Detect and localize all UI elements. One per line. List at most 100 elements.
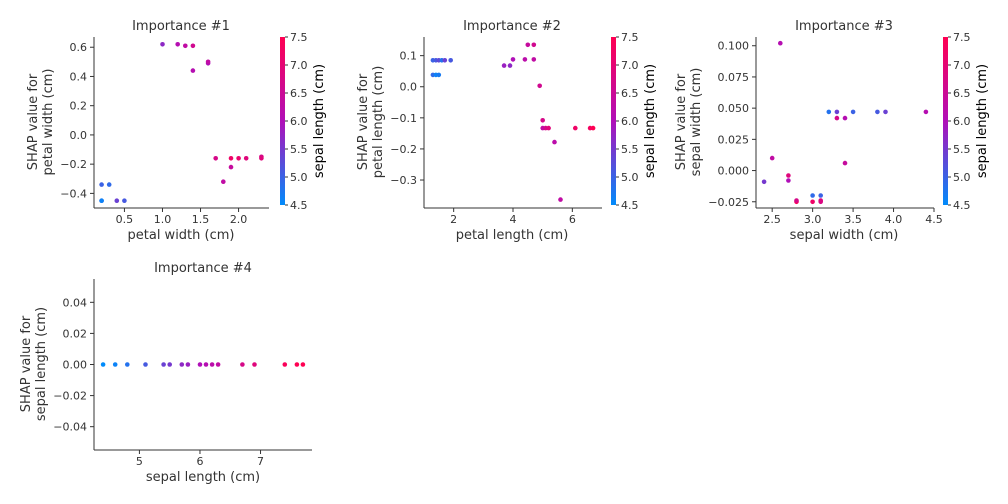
x-tick-label: 4.5 — [925, 213, 943, 226]
colorbar-tick-label: 5.5 — [953, 143, 971, 156]
x-tick-label: 2 — [450, 213, 457, 226]
data-point — [125, 362, 130, 367]
data-point — [301, 362, 306, 367]
y-axis-label-line-1: SHAP value for — [356, 73, 371, 170]
data-point — [115, 198, 120, 203]
x-tick-label: 3.0 — [804, 213, 822, 226]
y-axis-label: SHAP value for sepal width (cm) — [674, 68, 704, 177]
data-point — [161, 362, 166, 367]
data-point — [229, 165, 234, 170]
chart-title: Importance #3 — [795, 19, 893, 34]
data-point — [236, 156, 241, 161]
data-point — [107, 182, 112, 187]
x-tick-label: 3.5 — [844, 213, 862, 226]
y-tick-label: 0.000 — [718, 165, 750, 178]
y-tick-label: 0.6 — [70, 41, 88, 54]
data-point — [101, 362, 106, 367]
data-point — [810, 200, 815, 205]
data-point — [778, 41, 783, 46]
data-point — [229, 156, 234, 161]
colorbar-tick-label: 5.0 — [953, 171, 971, 184]
colorbar-label: sepal length (cm) — [312, 64, 327, 178]
x-axis-label: sepal width (cm) — [790, 228, 899, 243]
colorbar-tick-label: 5.0 — [621, 171, 639, 184]
y-tick-label: −0.1 — [390, 112, 417, 125]
data-point — [213, 156, 218, 161]
data-point — [843, 116, 848, 121]
x-axis-label: petal width (cm) — [128, 228, 235, 243]
data-point — [526, 43, 531, 48]
y-tick-label: 0.4 — [70, 70, 88, 83]
y-tick-label: 0.100 — [718, 40, 750, 53]
data-point — [113, 362, 118, 367]
y-tick-label: 0.075 — [718, 71, 750, 84]
colorbar-tick-label: 4.5 — [621, 199, 639, 212]
data-point — [786, 173, 791, 178]
data-point — [843, 161, 848, 166]
data-point — [552, 140, 557, 145]
y-axis-label-line-2: sepal width (cm) — [689, 68, 704, 177]
data-point — [558, 197, 563, 202]
data-point — [206, 60, 211, 65]
colorbar-tick-label: 7.0 — [621, 59, 639, 72]
chart-panel-3: Importance #3 SHAP value for sepal width… — [674, 19, 990, 243]
data-point — [186, 362, 191, 367]
data-point — [448, 58, 453, 63]
chart-title: Importance #2 — [463, 19, 561, 34]
colorbar-tick-label: 7.5 — [290, 31, 308, 44]
x-tick-label: 4.0 — [885, 213, 903, 226]
colorbar-tick-label: 6.5 — [290, 87, 308, 100]
data-point — [794, 198, 799, 203]
x-tick-label: 1.0 — [154, 213, 172, 226]
colorbar-gradient — [943, 37, 948, 205]
scatter-marks — [99, 42, 263, 203]
data-point — [532, 43, 537, 48]
x-tick-label: 6 — [569, 213, 576, 226]
chart-title: Importance #1 — [132, 19, 230, 34]
data-point — [523, 57, 528, 62]
data-point — [143, 362, 148, 367]
data-point — [259, 156, 264, 161]
x-axis-label: sepal length (cm) — [146, 470, 260, 485]
y-tick-label: 0.00 — [63, 359, 88, 372]
axes: 2.5 3.0 3.5 4.0 4.5 0.100 0.075 0.050 0.025 0.000… — [708, 37, 942, 226]
data-point — [191, 68, 196, 73]
chart-title: Importance #4 — [154, 261, 252, 276]
chart-panel-4: Importance #4 SHAP value for sepal lengt… — [19, 261, 312, 485]
y-axis-label: SHAP value for sepal length (cm) — [19, 307, 49, 421]
data-point — [537, 84, 542, 89]
x-axis-label: petal length (cm) — [456, 228, 569, 243]
data-point — [883, 110, 888, 115]
colorbar-tick-label: 6.0 — [953, 115, 971, 128]
data-point — [851, 110, 856, 115]
data-point — [160, 42, 165, 47]
data-point — [546, 126, 551, 131]
colorbar: 4.5 5.0 5.5 6.0 6.5 7.0 7.5 sepal length (cm) — [280, 31, 327, 212]
y-tick-label: 0.04 — [63, 296, 88, 309]
chart-panel-2: Importance #2 SHAP value for petal lengt… — [356, 19, 658, 243]
data-point — [511, 57, 516, 62]
y-tick-label: 0.2 — [70, 100, 88, 113]
data-point — [216, 362, 221, 367]
colorbar-tick-label: 6.5 — [621, 87, 639, 100]
y-tick-label: 0.025 — [718, 133, 750, 146]
colorbar-tick-label: 7.5 — [621, 31, 639, 44]
y-tick-label: −0.02 — [53, 390, 87, 403]
colorbar-gradient — [611, 37, 616, 205]
x-tick-label: 4 — [510, 213, 517, 226]
y-axis-label-line-1: SHAP value for — [19, 315, 34, 412]
data-point — [508, 63, 513, 68]
axes: 5 6 7 0.04 0.02 0.00 −0.02 −0.04 — [53, 279, 312, 468]
colorbar-tick-label: 7.0 — [290, 59, 308, 72]
data-point — [240, 362, 245, 367]
y-axis-label-line-2: petal length (cm) — [371, 66, 386, 179]
colorbar-gradient — [280, 37, 285, 205]
x-tick-label: 2.5 — [763, 213, 781, 226]
y-tick-label: 0.1 — [400, 50, 418, 63]
x-tick-label: 0.5 — [116, 213, 134, 226]
colorbar-ticks: 4.5 5.0 5.5 6.0 6.5 7.0 7.5 — [285, 31, 308, 212]
data-point — [122, 198, 127, 203]
data-point — [175, 42, 180, 47]
x-tick-label: 6 — [196, 455, 203, 468]
